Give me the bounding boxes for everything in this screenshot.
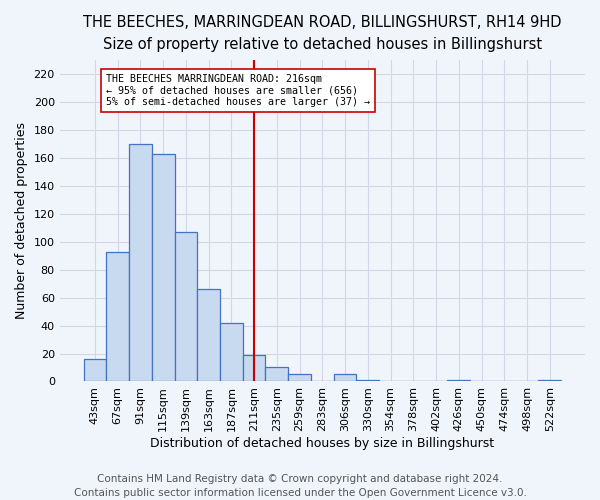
Text: Contains HM Land Registry data © Crown copyright and database right 2024.
Contai: Contains HM Land Registry data © Crown c… — [74, 474, 526, 498]
Bar — [334, 374, 356, 382]
Bar — [243, 355, 265, 382]
Bar — [448, 380, 470, 382]
Bar — [106, 252, 129, 382]
Bar — [538, 380, 561, 382]
Y-axis label: Number of detached properties: Number of detached properties — [15, 122, 28, 320]
Title: THE BEECHES, MARRINGDEAN ROAD, BILLINGSHURST, RH14 9HD
Size of property relative: THE BEECHES, MARRINGDEAN ROAD, BILLINGSH… — [83, 15, 562, 52]
Bar — [356, 380, 379, 382]
Bar — [152, 154, 175, 382]
Bar — [129, 144, 152, 382]
Bar — [197, 290, 220, 382]
X-axis label: Distribution of detached houses by size in Billingshurst: Distribution of detached houses by size … — [150, 437, 494, 450]
Bar — [288, 374, 311, 382]
Bar — [220, 323, 243, 382]
Bar — [175, 232, 197, 382]
Bar — [83, 359, 106, 382]
Text: THE BEECHES MARRINGDEAN ROAD: 216sqm
← 95% of detached houses are smaller (656)
: THE BEECHES MARRINGDEAN ROAD: 216sqm ← 9… — [106, 74, 370, 108]
Bar — [265, 368, 288, 382]
